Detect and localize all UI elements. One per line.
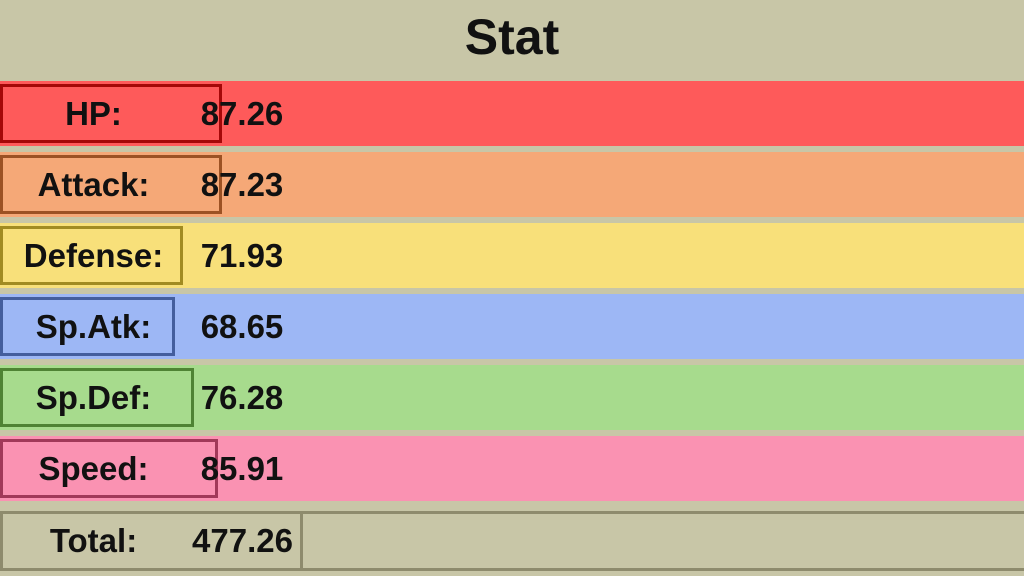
stat-bar-spdef <box>0 368 194 427</box>
total-label: Total: <box>49 522 138 559</box>
stat-row-spdef: Sp.Def: 76.28 <box>0 362 1024 430</box>
stat-value-defense: 71.93 <box>200 236 284 274</box>
stat-value-hp: 87.26 <box>200 94 284 132</box>
stat-value-speed: 85.91 <box>200 449 284 487</box>
stat-bar-hp <box>0 84 222 143</box>
stat-label-hp: HP: <box>65 94 122 132</box>
stat-label-defense: Defense: <box>23 236 164 274</box>
total-row: Total: 477.26 <box>0 505 1024 576</box>
chart-header: Stat <box>0 0 1024 78</box>
chart-title: Stat <box>464 9 560 65</box>
stat-bar-attack <box>0 155 222 214</box>
stat-row-spatk: Sp.Atk: 68.65 <box>0 291 1024 359</box>
total-box <box>0 511 1024 571</box>
stat-value-spdef: 76.28 <box>200 378 284 416</box>
stat-row-speed: Speed: 85.91 <box>0 433 1024 501</box>
stat-value-attack: 87.23 <box>200 165 284 203</box>
stat-value-spatk: 68.65 <box>200 307 284 345</box>
total-divider <box>300 511 303 571</box>
stat-row-attack: Attack: 87.23 <box>0 149 1024 217</box>
total-value: 477.26 <box>192 522 293 559</box>
stat-row-hp: HP: 87.26 <box>0 78 1024 146</box>
stat-row-defense: Defense: 71.93 <box>0 220 1024 288</box>
stat-label-speed: Speed: <box>38 449 149 487</box>
stat-bar-defense <box>0 226 183 285</box>
stat-label-spatk: Sp.Atk: <box>35 307 152 345</box>
stat-bar-spatk <box>0 297 175 356</box>
stat-label-attack: Attack: <box>37 165 150 203</box>
stat-bar-speed <box>0 439 218 498</box>
stat-label-spdef: Sp.Def: <box>35 378 152 416</box>
